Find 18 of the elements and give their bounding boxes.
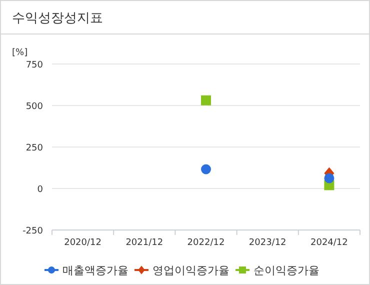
- y-tick-label: 0: [37, 185, 44, 195]
- point: [324, 173, 334, 184]
- x-tick-label: 2021/12: [126, 238, 164, 248]
- x-tick-label: 2022/12: [187, 238, 225, 248]
- y-tick-label: -250: [22, 226, 44, 236]
- point: [201, 95, 211, 106]
- point: [201, 164, 211, 174]
- x-tick-label: 2020/12: [64, 238, 102, 248]
- chart-title: 수익성장성지표: [12, 11, 103, 26]
- y-tick-label: 750: [26, 60, 44, 70]
- x-tick-label: 2024/12: [310, 238, 348, 248]
- x-tick-label: 2023/12: [248, 238, 286, 248]
- y-tick-label: 250: [26, 144, 44, 154]
- legend-label: 영업이익증가율: [152, 264, 230, 277]
- legend-label: 매출액증가율: [62, 264, 128, 277]
- y-tick-label: 500: [26, 102, 44, 112]
- legend-label: 순이익증가율: [254, 264, 320, 277]
- y-axis-title: [%]: [12, 48, 28, 58]
